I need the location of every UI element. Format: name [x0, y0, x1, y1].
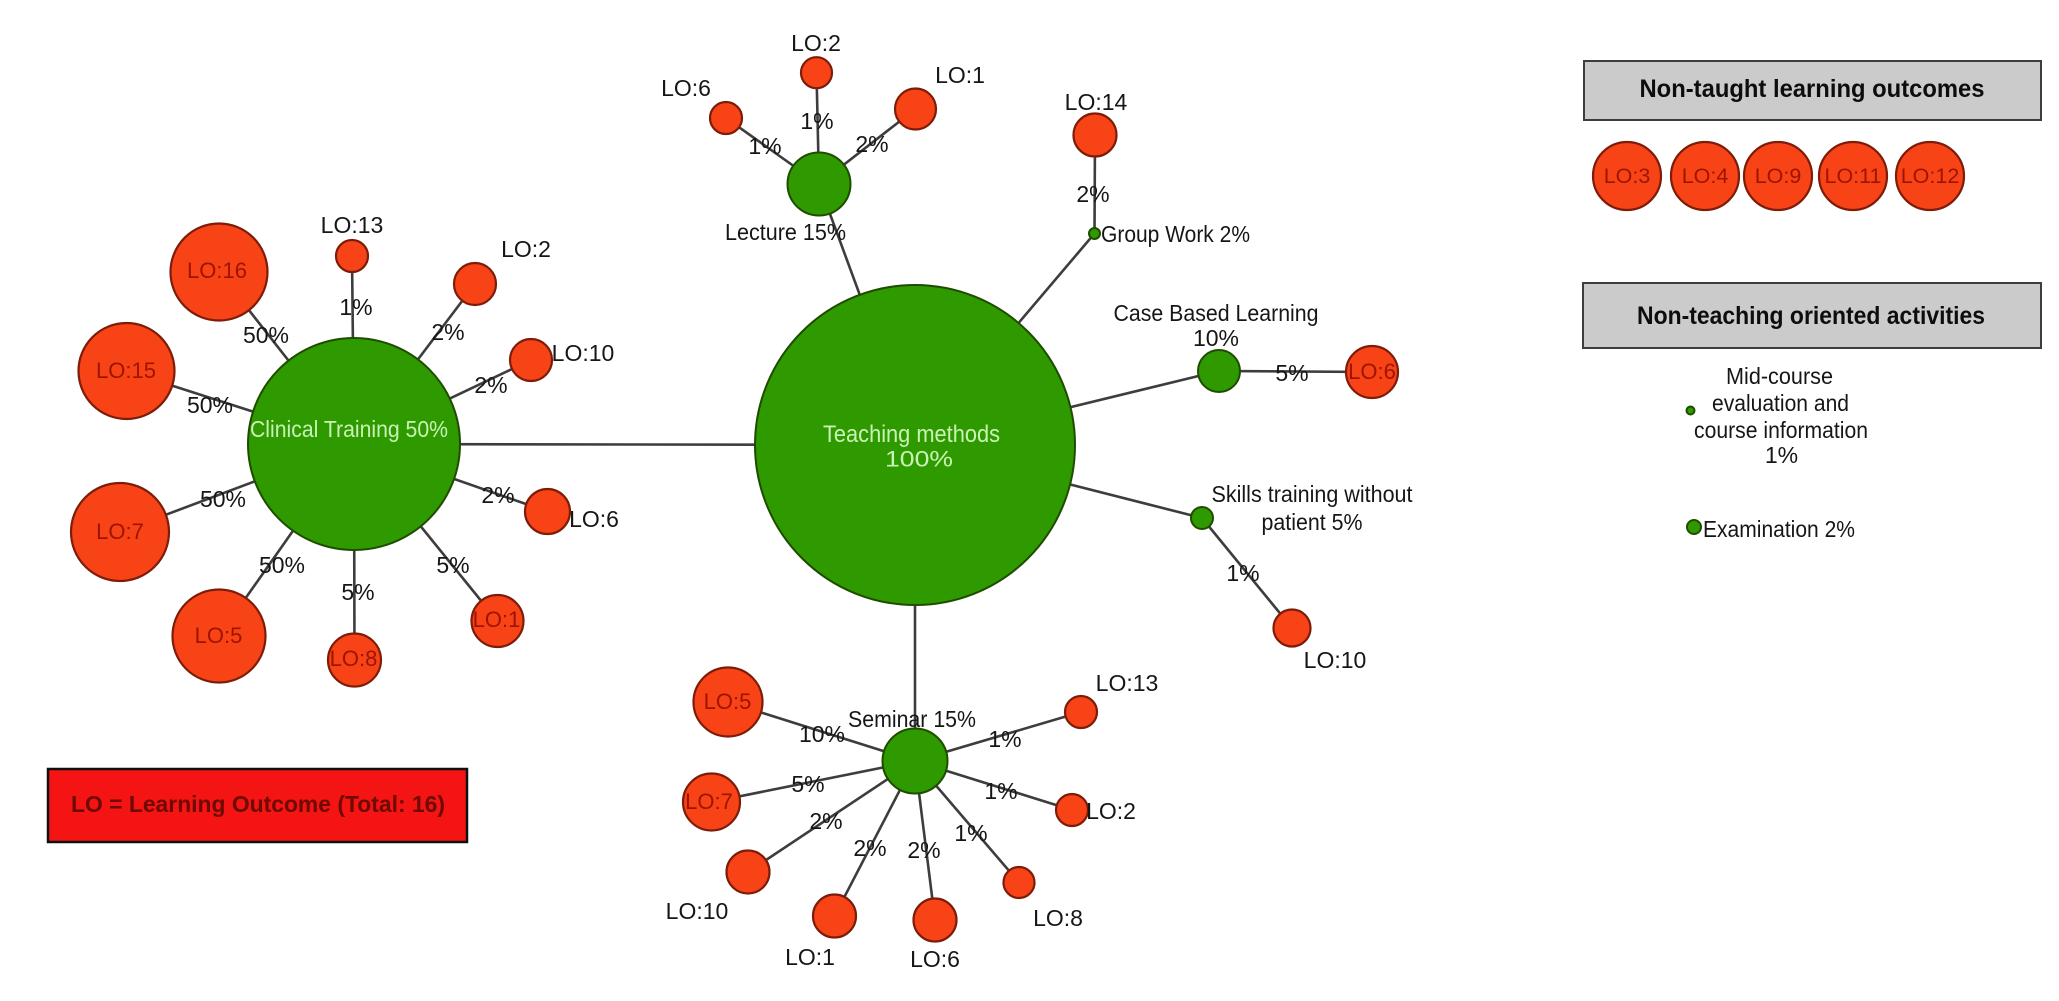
svg-text:Group Work 2%: Group Work 2%	[1101, 221, 1250, 247]
svg-text:LO:6: LO:6	[1348, 359, 1396, 384]
svg-text:LO:8: LO:8	[1033, 905, 1083, 931]
svg-text:Lecture 15%: Lecture 15%	[725, 219, 846, 245]
svg-text:Teaching methods: Teaching methods	[823, 421, 1000, 448]
svg-text:LO:10: LO:10	[1304, 647, 1367, 673]
svg-text:LO:2: LO:2	[501, 236, 551, 262]
svg-text:LO:13: LO:13	[321, 212, 384, 238]
svg-text:1%: 1%	[748, 133, 781, 159]
svg-text:1%: 1%	[984, 778, 1017, 804]
svg-text:LO:1: LO:1	[785, 944, 835, 970]
svg-text:LO:15: LO:15	[96, 358, 156, 383]
svg-text:LO:6: LO:6	[661, 75, 711, 101]
svg-text:LO:5: LO:5	[704, 689, 752, 714]
svg-text:Non-teaching oriented activiti: Non-teaching oriented activities	[1637, 302, 1985, 330]
svg-text:LO:2: LO:2	[791, 30, 841, 56]
svg-text:patient 5%: patient 5%	[1262, 509, 1363, 535]
svg-text:50%: 50%	[243, 322, 289, 348]
svg-text:LO:12: LO:12	[1901, 164, 1960, 188]
svg-text:1%: 1%	[1765, 442, 1798, 468]
svg-text:course information: course information	[1694, 417, 1868, 443]
svg-text:10%: 10%	[1193, 325, 1239, 351]
svg-text:Mid-course: Mid-course	[1726, 363, 1833, 389]
svg-text:LO:6: LO:6	[910, 946, 960, 972]
svg-text:evaluation and: evaluation and	[1712, 390, 1849, 416]
svg-text:LO:4: LO:4	[1682, 164, 1729, 188]
svg-text:LO:11: LO:11	[1825, 164, 1882, 188]
svg-text:2%: 2%	[809, 808, 842, 834]
svg-text:100%: 100%	[885, 447, 953, 472]
svg-text:LO:10: LO:10	[552, 340, 615, 366]
svg-text:LO:9: LO:9	[1755, 164, 1802, 188]
svg-text:2%: 2%	[474, 372, 507, 398]
svg-text:Non-taught learning outcomes: Non-taught learning outcomes	[1640, 75, 1985, 103]
svg-text:5%: 5%	[791, 771, 824, 797]
svg-text:Seminar 15%: Seminar 15%	[848, 706, 976, 732]
svg-text:5%: 5%	[341, 579, 374, 605]
svg-text:1%: 1%	[800, 108, 833, 134]
svg-text:LO:16: LO:16	[187, 258, 247, 283]
svg-text:Case Based Learning: Case Based Learning	[1114, 300, 1319, 326]
svg-text:Clinical Training 50%: Clinical Training 50%	[250, 416, 448, 442]
svg-text:2%: 2%	[481, 482, 514, 508]
svg-text:LO:13: LO:13	[1096, 670, 1159, 696]
svg-text:LO:14: LO:14	[1065, 89, 1128, 115]
svg-text:LO:6: LO:6	[569, 506, 619, 532]
svg-text:2%: 2%	[1076, 181, 1109, 207]
svg-text:5%: 5%	[436, 552, 469, 578]
svg-text:50%: 50%	[187, 392, 233, 418]
svg-text:Skills training without: Skills training without	[1212, 481, 1414, 507]
svg-text:LO:3: LO:3	[1604, 164, 1651, 188]
svg-text:LO:10: LO:10	[666, 898, 729, 924]
svg-text:1%: 1%	[1226, 560, 1259, 586]
svg-text:50%: 50%	[259, 552, 305, 578]
svg-text:2%: 2%	[855, 131, 888, 157]
svg-text:2%: 2%	[853, 835, 886, 861]
svg-text:LO:7: LO:7	[96, 519, 144, 544]
svg-text:50%: 50%	[200, 486, 246, 512]
svg-text:10%: 10%	[799, 721, 845, 747]
svg-text:Examination 2%: Examination 2%	[1703, 516, 1855, 542]
svg-text:1%: 1%	[954, 820, 987, 846]
svg-text:LO = Learning Outcome (Total:: LO = Learning Outcome (Total: 16)	[71, 791, 445, 817]
svg-text:LO:2: LO:2	[1086, 798, 1136, 824]
svg-text:LO:1: LO:1	[473, 607, 521, 632]
svg-text:1%: 1%	[988, 726, 1021, 752]
svg-text:2%: 2%	[907, 837, 940, 863]
svg-text:LO:8: LO:8	[330, 646, 378, 671]
svg-text:5%: 5%	[1275, 360, 1308, 386]
svg-text:LO:5: LO:5	[195, 623, 243, 648]
svg-text:2%: 2%	[431, 319, 464, 345]
svg-text:LO:1: LO:1	[935, 62, 985, 88]
svg-text:1%: 1%	[339, 294, 372, 320]
svg-text:LO:7: LO:7	[685, 789, 733, 814]
